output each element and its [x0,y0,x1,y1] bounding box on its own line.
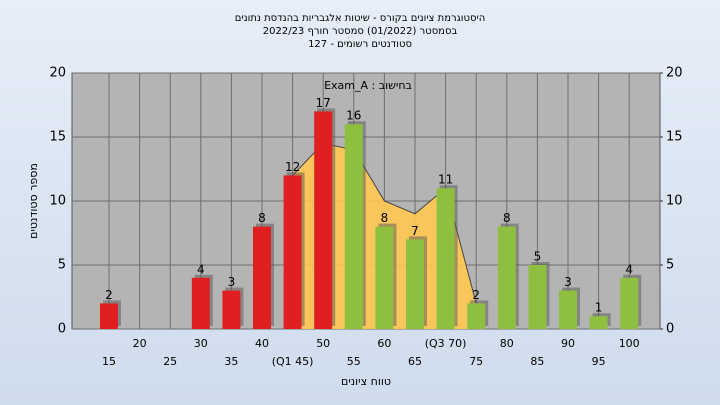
x-tick-label: 95 [592,355,606,368]
annotation: בחישוב : Exam_A [324,79,412,92]
bar [528,265,547,329]
bar [344,124,363,329]
x-tick-label: 25 [163,355,177,368]
bar [467,303,486,329]
chart-title: היסטוגרמת ציונים בקורס - שיטות אלגבריות … [235,13,486,24]
value-label: 4 [625,262,633,276]
value-label: 16 [346,109,361,123]
bar [191,277,210,329]
x-tick-label: 75 [469,355,483,368]
y-tick-label: 5 [58,258,66,273]
y-tick-label: 15 [49,130,66,145]
x-tick-label: 40 [255,337,269,350]
x-axis-label: טווח ציונים [341,375,391,388]
bar [406,239,424,329]
value-label: 17 [316,96,331,110]
y2-tick-label: 20 [666,66,683,81]
y2-tick-label: 0 [666,322,674,337]
value-label: 8 [503,211,511,225]
value-label: 2 [105,288,113,302]
y2-tick-label: 5 [666,258,674,273]
value-label: 12 [285,160,300,174]
value-label: 5 [534,250,542,264]
value-label: 4 [197,262,205,276]
chart-subtitle: בסמסטר (01/2022) סמסטר חורף 2022/23 [263,26,458,37]
value-label: 8 [381,211,389,225]
bar [100,303,118,329]
x-tick-label: (Q3 70) [425,337,467,350]
bar [559,290,577,329]
y2-tick-label: 15 [666,130,683,145]
x-tick-label: 85 [530,355,544,368]
x-tick-label: 90 [561,337,575,350]
value-label: 3 [228,275,236,289]
x-tick-label: 55 [347,355,361,368]
x-tick-label: 65 [408,355,422,368]
bar [253,226,271,329]
y-tick-label: 0 [58,322,66,337]
value-label: 2 [472,288,480,302]
value-label: 8 [258,211,266,225]
x-tick-label: 30 [194,337,208,350]
value-label: 1 [595,301,603,315]
chart-subtitle: סטודנטים רשומים - 127 [308,39,412,50]
y-tick-label: 10 [49,194,66,209]
x-tick-label: (Q1 45) [272,355,314,368]
bar [314,111,333,330]
y-axis-label: מספר סטודנטים [27,163,40,239]
x-tick-label: 20 [133,337,147,350]
y-tick-label: 20 [49,66,66,81]
y2-tick-label: 10 [666,194,683,209]
bar [436,188,455,329]
x-tick-label: 100 [619,337,640,350]
x-tick-label: 50 [316,337,330,350]
bar [283,175,302,329]
value-label: 11 [438,173,453,187]
bar [222,290,241,329]
bar [497,226,516,329]
x-tick-label: 80 [500,337,514,350]
x-tick-label: 15 [102,355,116,368]
bar [589,316,608,329]
x-tick-label: 60 [377,337,391,350]
value-label: 3 [564,275,572,289]
bar [620,277,639,329]
x-tick-label: 35 [224,355,238,368]
value-label: 7 [411,224,419,238]
bar [375,226,394,329]
